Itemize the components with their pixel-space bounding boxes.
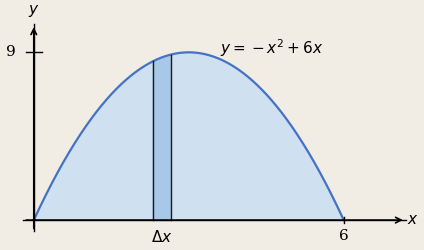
Text: $y = -x^2 + 6x$: $y = -x^2 + 6x$: [220, 38, 323, 60]
Text: $\Delta x$: $\Delta x$: [151, 230, 173, 246]
Text: $x$: $x$: [407, 213, 418, 227]
Text: $y$: $y$: [28, 3, 39, 19]
Text: 6: 6: [339, 230, 349, 243]
Text: 9: 9: [6, 45, 16, 59]
